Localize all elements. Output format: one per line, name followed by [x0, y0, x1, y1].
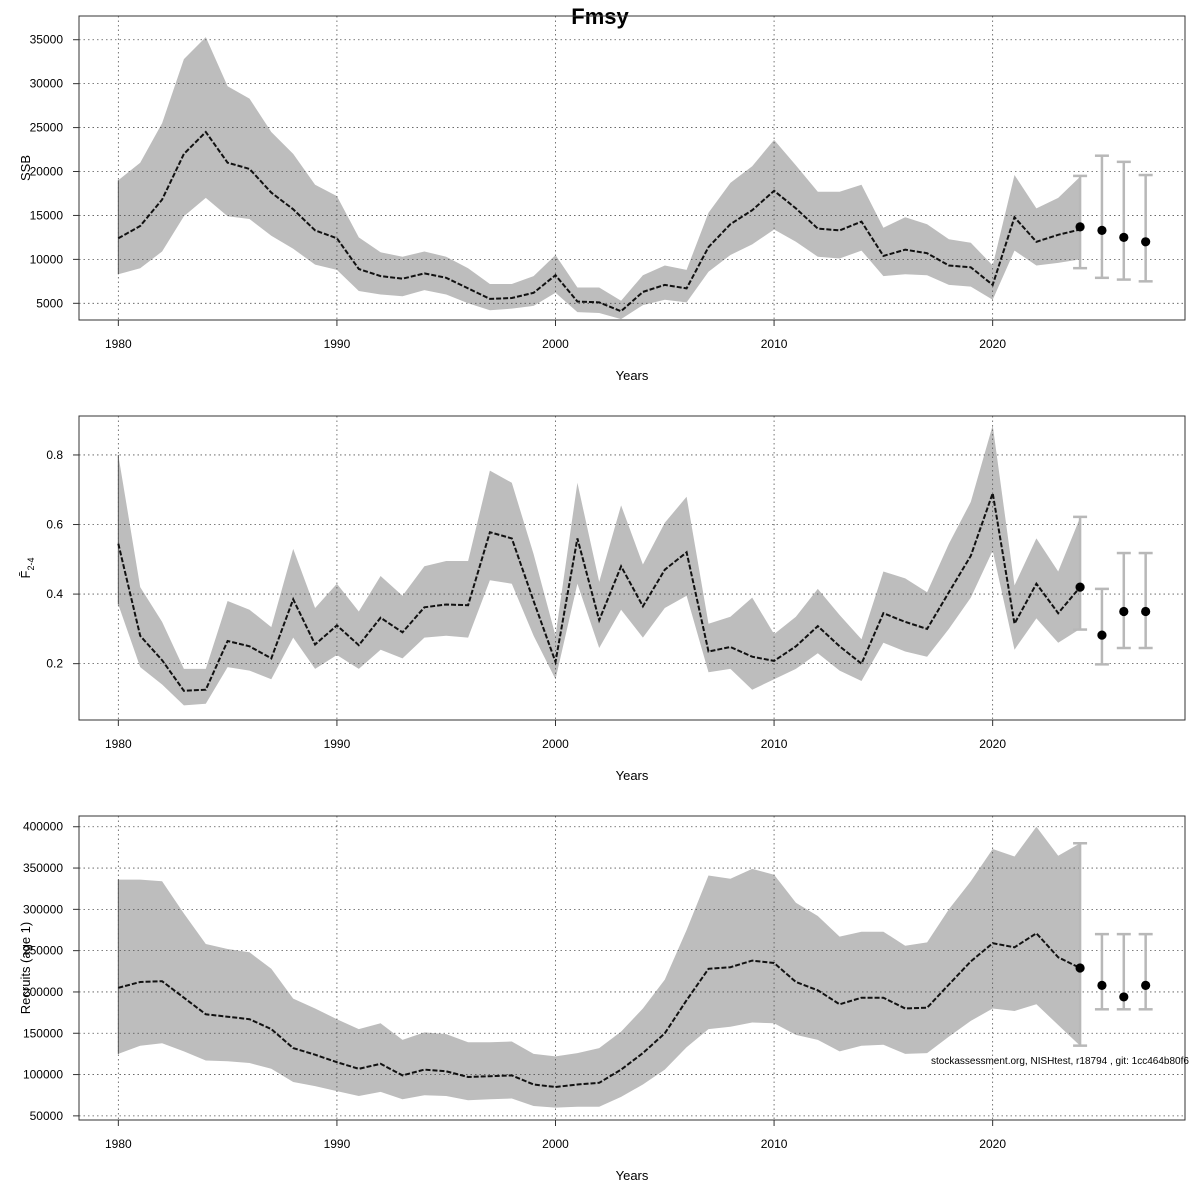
x-tick-label: 1980: [105, 1137, 132, 1151]
y-tick-label: 5000: [36, 296, 63, 310]
forecast-error-bar: [1116, 551, 1131, 650]
forecast-point: [1141, 237, 1151, 247]
confidence-band: [118, 37, 1081, 320]
y-tick-label: 35000: [30, 33, 64, 47]
x-tick-label: 1990: [324, 1137, 351, 1151]
estimate-line: [118, 932, 1081, 1089]
estimate-line: [117, 130, 1081, 313]
y-tick-label: 400000: [23, 820, 63, 834]
x-tick-label: 2020: [979, 1137, 1006, 1151]
forecast-point: [1097, 980, 1107, 990]
forecast-error-bar: [1138, 932, 1153, 1011]
forecast-error-bar: [1073, 174, 1088, 270]
x-axis-label: Years: [616, 368, 649, 383]
forecast-point: [1119, 992, 1129, 1002]
y-tick-label: 300000: [23, 902, 63, 916]
x-tick-label: 2000: [542, 337, 569, 351]
forecast-point: [1119, 232, 1129, 243]
x-tick-label: 1990: [324, 337, 351, 351]
forecast-point: [1097, 225, 1107, 235]
x-tick-label: 1980: [105, 337, 132, 351]
x-tick-label: 2020: [979, 737, 1006, 751]
forecast-point: [1075, 963, 1085, 973]
plot-frame: [78, 815, 1186, 1121]
confidence-band: [118, 826, 1081, 1108]
y-tick-label: 20000: [30, 165, 64, 179]
y-tick-label: 150000: [23, 1026, 63, 1040]
forecast-point: [1141, 606, 1151, 617]
y-tick-label: 15000: [30, 208, 64, 222]
y-tick-label: 30000: [30, 77, 64, 91]
panel-fbar: 1980 1990 2000 2010 2020 0.2 0.4 0.6 0.8 Years F̄2…: [18, 415, 1186, 783]
x-tick-label: 1980: [105, 737, 132, 751]
y-tick-label: 50000: [30, 1109, 64, 1123]
forecast-error-bar: [1073, 842, 1088, 1047]
x-axis-label: Years: [616, 768, 649, 783]
forecast-point: [1119, 606, 1129, 617]
x-tick-label: 2010: [761, 737, 788, 751]
panel-recruits: 1980 1990 2000 2010 2020 50000 100000 150000 200…: [18, 815, 1186, 1183]
y-tick-label: 0.2: [46, 657, 63, 671]
y-tick-label: 10000: [30, 252, 64, 266]
forecast-error-bar: [1116, 160, 1131, 281]
forecast-error-bar: [1094, 587, 1109, 666]
y-tick-label: 200000: [23, 985, 63, 999]
y-axis-label: F̄2-4: [18, 558, 36, 579]
y-axis-label: SSB: [18, 155, 33, 181]
footnote: stockassessment.org, NISHtest, r18794 , …: [931, 1056, 1189, 1067]
confidence-band: [118, 425, 1081, 706]
forecast-error-bar: [1138, 173, 1153, 283]
forecast-point: [1075, 222, 1085, 232]
y-tick-label: 250000: [23, 944, 63, 958]
plot-frame: [78, 415, 1186, 721]
plot-frame: [78, 15, 1186, 321]
y-tick-label: 0.8: [46, 448, 63, 462]
y-tick-label: 25000: [30, 121, 64, 135]
forecast-error-bar: [1138, 551, 1153, 650]
forecast-point: [1075, 582, 1085, 592]
forecast-point: [1141, 980, 1151, 990]
forecast-point: [1097, 630, 1107, 640]
x-tick-label: 2020: [979, 337, 1006, 351]
forecast-error-bar: [1094, 932, 1109, 1011]
x-tick-label: 2010: [761, 1137, 788, 1151]
forecast-error-bar: [1094, 154, 1109, 280]
y-tick-label: 100000: [23, 1068, 63, 1082]
x-tick-label: 2000: [542, 737, 569, 751]
x-tick-label: 1990: [324, 737, 351, 751]
y-axis-label: Recruits (age 1): [18, 922, 33, 1014]
y-tick-label: 0.6: [46, 518, 63, 532]
forecast-error-bar: [1073, 515, 1088, 631]
y-tick-label: 0.4: [46, 587, 63, 601]
x-axis-label: Years: [616, 1168, 649, 1183]
x-tick-label: 2010: [761, 337, 788, 351]
estimate-line: [117, 492, 1081, 692]
panel-ssb: 1980 1990 2000 2010 2020 5000 10000 15000 20000 2…: [18, 15, 1186, 383]
panels: 1980 1990 2000 2010 2020 5000 10000 15000 20000 2…: [18, 15, 1186, 1183]
x-tick-label: 2000: [542, 1137, 569, 1151]
y-tick-label: 350000: [23, 861, 63, 875]
